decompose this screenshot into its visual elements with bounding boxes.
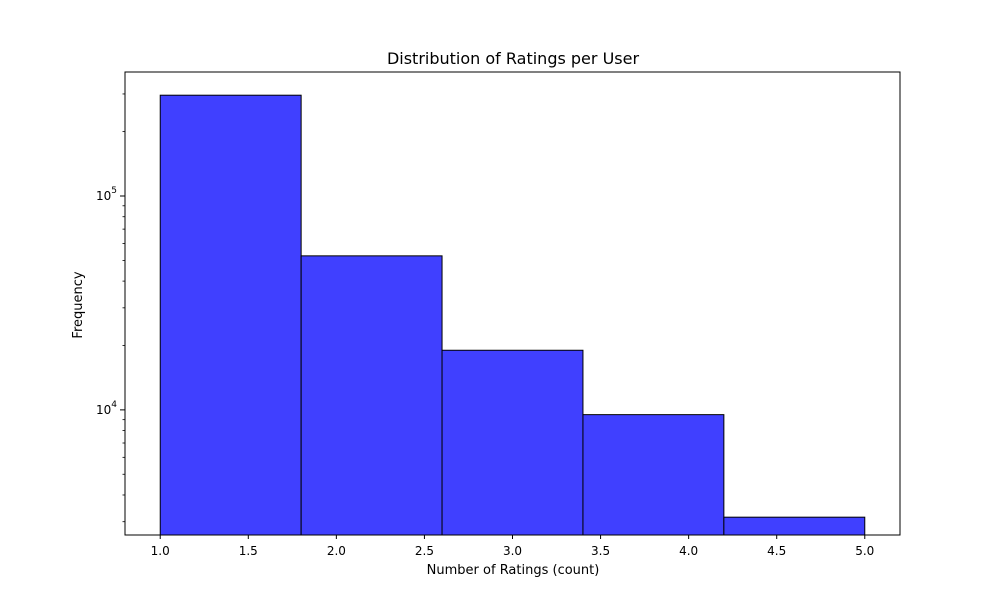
- x-tick-label: 2.5: [415, 544, 434, 558]
- x-axis: 1.0 1.5 2.0 2.5 3.0 3.5 4.0 4.5 5.0: [151, 535, 874, 558]
- y-tick-label: 105: [96, 186, 117, 203]
- x-tick-label: 3.0: [503, 544, 522, 558]
- x-tick-label: 4.0: [679, 544, 698, 558]
- x-tick-label: 5.0: [855, 544, 874, 558]
- histogram-bar-2: [300, 255, 443, 536]
- histogram-bar-3: [441, 349, 584, 536]
- chart-title: Distribution of Ratings per User: [387, 49, 640, 68]
- x-tick-label: 1.5: [239, 544, 258, 558]
- y-axis-label: Frequency: [71, 271, 86, 338]
- histogram-bar-5: [723, 516, 866, 536]
- bars-group: [159, 94, 866, 536]
- histogram-bar-1: [159, 94, 302, 536]
- x-tick-label: 2.0: [327, 544, 346, 558]
- x-tick-label: 3.5: [591, 544, 610, 558]
- histogram-bar-4: [582, 414, 725, 536]
- x-tick-label: 1.0: [151, 544, 170, 558]
- y-axis: 104 105: [96, 93, 125, 523]
- x-tick-label: 4.5: [767, 544, 786, 558]
- y-tick-label: 104: [96, 400, 117, 417]
- x-axis-label: Number of Ratings (count): [427, 563, 600, 578]
